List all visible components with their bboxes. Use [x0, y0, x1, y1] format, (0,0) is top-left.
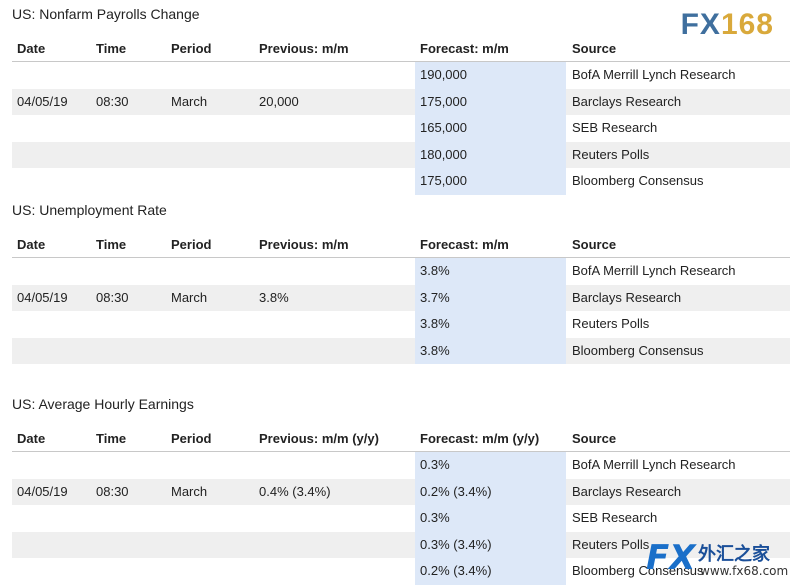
row-stripe: [12, 531, 790, 558]
logo: FX168: [680, 8, 774, 41]
info-period: March: [171, 93, 208, 109]
column-header: Date: [17, 41, 46, 56]
table-title: US: Nonfarm Payrolls Change: [12, 6, 200, 22]
source: BofA Merrill Lynch Research: [572, 67, 736, 82]
column-header: Forecast: m/m: [420, 41, 509, 56]
forecast-cell: [415, 505, 566, 532]
forecast-cell: [415, 168, 566, 195]
forecast-cell: [415, 284, 566, 311]
forecast-value: 180,000: [420, 146, 467, 162]
info-date: 04/05/19: [17, 289, 68, 305]
forecast-cell: [415, 88, 566, 115]
row-stripe: [12, 88, 790, 115]
forecast-value: 190,000: [420, 67, 467, 82]
source: Barclays Research: [572, 289, 682, 305]
column-header: Previous: m/m (y/y): [259, 431, 379, 446]
source: Barclays Research: [572, 93, 682, 109]
source: Reuters Polls: [572, 146, 650, 162]
column-header: Period: [171, 237, 212, 252]
row-stripe: [12, 478, 790, 505]
column-header: Time: [96, 41, 127, 56]
header-rule: [12, 257, 790, 258]
watermark-url: www.fx68.com: [700, 564, 789, 578]
forecast-cell: [415, 141, 566, 168]
column-header: Source: [572, 431, 617, 446]
column-header: Date: [17, 237, 46, 252]
column-header: Period: [171, 431, 212, 446]
forecast-value: 3.8%: [420, 316, 450, 331]
row-stripe: [12, 284, 790, 311]
forecast-cell: [415, 258, 566, 285]
forecast-cell: [415, 115, 566, 142]
info-previous: 0.4% (3.4%): [259, 483, 331, 499]
column-header: Time: [96, 431, 127, 446]
column-header: Previous: m/m: [259, 41, 349, 56]
source: Bloomberg Consensus: [572, 173, 704, 188]
forecast-value: 0.3%: [420, 510, 450, 525]
column-header: Time: [96, 237, 127, 252]
column-header: Period: [171, 41, 212, 56]
info-date: 04/05/19: [17, 93, 68, 109]
forecast-value: 3.8%: [420, 263, 450, 278]
source: Bloomberg Consensus: [572, 342, 704, 358]
forecast-cell: [415, 558, 566, 585]
forecast-cell: [415, 337, 566, 364]
forecast-value: 3.8%: [420, 342, 450, 358]
column-header: Previous: m/m: [259, 237, 349, 252]
info-time: 08:30: [96, 483, 129, 499]
source: BofA Merrill Lynch Research: [572, 457, 736, 472]
info-date: 04/05/19: [17, 483, 68, 499]
forecast-value: 175,000: [420, 93, 467, 109]
source: Reuters Polls: [572, 316, 650, 331]
info-previous: 20,000: [259, 93, 299, 109]
forecast-cell: [415, 452, 566, 479]
forecast-value: 0.2% (3.4%): [420, 563, 492, 578]
source: Reuters Polls: [572, 536, 650, 552]
forecast-cell: [415, 311, 566, 338]
forecast-value: 3.7%: [420, 289, 450, 305]
column-header: Source: [572, 237, 617, 252]
forecast-value: 175,000: [420, 173, 467, 188]
forecast-value: 0.3%: [420, 457, 450, 472]
forecast-value: 0.2% (3.4%): [420, 483, 492, 499]
header-rule: [12, 451, 790, 452]
info-time: 08:30: [96, 289, 129, 305]
info-period: March: [171, 289, 208, 305]
column-header: Forecast: m/m (y/y): [420, 431, 540, 446]
column-header: Date: [17, 431, 46, 446]
row-stripe: [12, 141, 790, 168]
info-previous: 3.8%: [259, 289, 289, 305]
column-header: Source: [572, 41, 617, 56]
source: Barclays Research: [572, 483, 682, 499]
table-title: US: Average Hourly Earnings: [12, 396, 194, 412]
forecast-cell: [415, 531, 566, 558]
forecast-cell: [415, 62, 566, 89]
forecast-value: 165,000: [420, 120, 467, 135]
info-period: March: [171, 483, 208, 499]
table-title: US: Unemployment Rate: [12, 202, 167, 218]
row-stripe: [12, 337, 790, 364]
source: BofA Merrill Lynch Research: [572, 263, 736, 278]
source: Bloomberg Consensus: [572, 563, 704, 578]
header-rule: [12, 61, 790, 62]
source: SEB Research: [572, 510, 658, 525]
column-header: Forecast: m/m: [420, 237, 509, 252]
forecast-value: 0.3% (3.4%): [420, 536, 492, 552]
watermark-brand: FX: [646, 538, 696, 578]
info-time: 08:30: [96, 93, 129, 109]
forecast-cell: [415, 478, 566, 505]
source: SEB Research: [572, 120, 658, 135]
watermark-name: 外汇之家: [698, 544, 770, 565]
